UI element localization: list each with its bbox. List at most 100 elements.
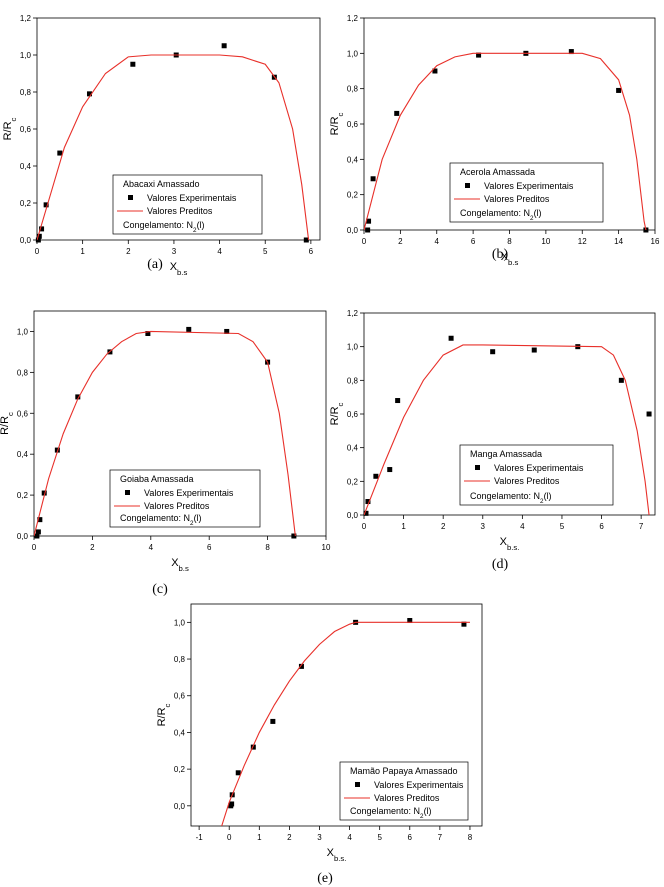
x-axis-label-sub: b.s bbox=[179, 564, 189, 573]
data-point bbox=[363, 510, 369, 516]
x-tick-label: 1 bbox=[80, 247, 85, 256]
y-tick-label: 0,0 bbox=[347, 511, 359, 520]
x-tick-label: 3 bbox=[481, 522, 486, 531]
data-point bbox=[86, 91, 92, 97]
data-point bbox=[235, 770, 241, 776]
legend-label: Valores Preditos bbox=[494, 476, 560, 486]
predicted-line bbox=[364, 344, 650, 515]
x-tick-label: 5 bbox=[263, 247, 268, 256]
y-tick-label: 0,8 bbox=[174, 655, 186, 664]
x-tick-label: 1 bbox=[257, 833, 262, 842]
legend-title: Manga Amassada bbox=[470, 449, 542, 459]
x-tick-label: 4 bbox=[217, 247, 222, 256]
data-point bbox=[370, 176, 376, 182]
x-tick-label: 8 bbox=[468, 833, 473, 842]
legend-box bbox=[339, 761, 469, 821]
data-point bbox=[43, 202, 49, 208]
x-axis-label-sub: b.s. bbox=[507, 543, 519, 552]
legend-note-main: Congelamento: N bbox=[460, 208, 530, 218]
y-axis-label-main: R/R bbox=[2, 121, 14, 140]
y-tick-label: 1,2 bbox=[347, 14, 359, 23]
chart-panel: 0 2 4 6 8 10 12 14 16 0,0 0,2 0,4 0,6 0,8 1,0 1,2 Xb.s R/… bbox=[329, 14, 660, 267]
data-point bbox=[36, 233, 42, 239]
x-tick-label: 6 bbox=[471, 237, 476, 246]
x-tick-label: 1 bbox=[401, 522, 406, 531]
data-point bbox=[461, 621, 467, 627]
data-point bbox=[57, 150, 63, 156]
legend-note-main: Congelamento: N bbox=[470, 491, 540, 501]
x-tick-label: 4 bbox=[347, 833, 352, 842]
panel-label: (b) bbox=[492, 247, 509, 262]
y-axis-label-sub: c bbox=[163, 703, 172, 707]
legend-title: Acerola Amassada bbox=[460, 167, 535, 177]
chart-panel: 0 1 2 3 4 5 6 0,0 0,2 0,4 0,6 0,8 1,0 1,2 Xb.s R/Rc Abac… bbox=[2, 14, 321, 277]
y-tick-label: 0,0 bbox=[17, 532, 29, 541]
legend-note: Congelamento: N2(l) bbox=[460, 208, 542, 222]
data-point bbox=[373, 473, 379, 479]
x-tick-label: 3 bbox=[172, 247, 177, 256]
data-point bbox=[291, 533, 297, 539]
data-point bbox=[270, 718, 276, 724]
y-tick-label: 0,2 bbox=[20, 199, 32, 208]
legend-box bbox=[449, 162, 604, 223]
x-tick-label: 0 bbox=[32, 543, 37, 552]
plot-frame bbox=[33, 310, 327, 537]
data-point bbox=[39, 226, 45, 232]
panel-label: (d) bbox=[492, 557, 509, 572]
y-tick-label: 0,6 bbox=[174, 692, 186, 701]
x-tick-label: 2 bbox=[441, 522, 446, 531]
y-axis-label-main: R/R bbox=[329, 406, 341, 425]
data-point bbox=[365, 499, 371, 505]
predicted-line bbox=[364, 52, 647, 230]
legend-label: Valores Experimentais bbox=[147, 193, 237, 203]
legend-title: Goiaba Amassada bbox=[120, 474, 194, 484]
legend-note: Congelamento: N2(l) bbox=[350, 806, 432, 820]
x-axis-label: Xb.s bbox=[171, 557, 189, 573]
legend-label: Valores Experimentais bbox=[494, 463, 584, 473]
y-tick-label: 0,4 bbox=[174, 728, 186, 737]
y-axis-label: R/Rc bbox=[329, 402, 345, 425]
data-point bbox=[646, 411, 652, 417]
y-axis-label-sub: c bbox=[6, 412, 15, 416]
data-point bbox=[75, 394, 81, 400]
data-point bbox=[37, 517, 43, 523]
legend-note-end: (l) bbox=[544, 491, 552, 501]
x-tick-label: 2 bbox=[398, 237, 403, 246]
x-axis-label-sub: b.s bbox=[177, 268, 187, 277]
y-tick-label: 0,2 bbox=[174, 765, 186, 774]
plot-frame bbox=[190, 603, 483, 827]
x-axis-label: Xb.s. bbox=[500, 536, 520, 552]
x-tick-label: 0 bbox=[362, 237, 367, 246]
data-point bbox=[35, 237, 41, 243]
y-axis-label-sub: c bbox=[9, 117, 18, 121]
x-axis-label: Xb.s bbox=[501, 251, 519, 267]
chart-panel: -1 0 1 2 3 4 5 6 7 8 0,0 0,2 0,4 0,6 0,8 1,0 Xb.s. R/Rc Ma… bbox=[156, 603, 483, 886]
x-tick-label: 8 bbox=[265, 543, 270, 552]
legend-note-end: (l) bbox=[194, 513, 202, 523]
y-axis-label-main: R/R bbox=[329, 116, 341, 135]
data-point bbox=[568, 49, 574, 55]
legend-box bbox=[112, 174, 263, 235]
legend-title: Abacaxi Amassado bbox=[123, 179, 200, 189]
x-tick-label: 12 bbox=[578, 237, 587, 246]
x-axis-label-main: X bbox=[171, 557, 179, 569]
x-tick-label: 4 bbox=[149, 543, 154, 552]
legend-note-end: (l) bbox=[534, 208, 542, 218]
y-tick-label: 1,0 bbox=[347, 49, 359, 58]
legend-label: Valores Preditos bbox=[147, 206, 213, 216]
x-tick-label: 2 bbox=[287, 833, 292, 842]
legend-note-main: Congelamento: N bbox=[123, 220, 193, 230]
x-tick-label: 2 bbox=[126, 247, 131, 256]
data-point bbox=[365, 227, 371, 233]
legend-label: Valores Experimentais bbox=[144, 488, 234, 498]
chart-panel: 0 1 2 3 4 5 6 7 0,0 0,2 0,4 0,6 0,8 1,0 1,2 Xb.s. R/Rc Ma… bbox=[329, 309, 656, 572]
data-point bbox=[34, 533, 40, 539]
data-point bbox=[407, 618, 413, 624]
x-tick-label: 6 bbox=[599, 522, 604, 531]
y-axis-label: R/Rc bbox=[329, 112, 345, 135]
data-point bbox=[41, 490, 47, 496]
data-point bbox=[250, 744, 256, 750]
y-tick-label: 0,2 bbox=[347, 477, 359, 486]
y-axis-label-main: R/R bbox=[156, 707, 168, 726]
data-point bbox=[35, 529, 41, 535]
